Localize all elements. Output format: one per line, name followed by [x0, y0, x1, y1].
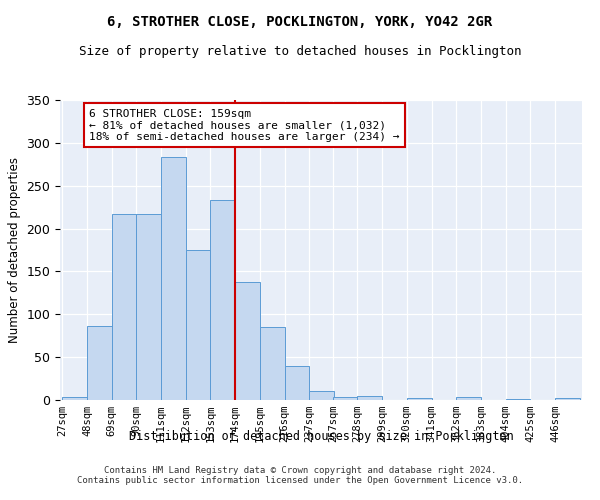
- Bar: [235, 282, 260, 400]
- Bar: [333, 398, 358, 400]
- Bar: [284, 366, 309, 400]
- Bar: [407, 398, 431, 400]
- Bar: [136, 214, 161, 400]
- Text: 6 STROTHER CLOSE: 159sqm
← 81% of detached houses are smaller (1,032)
18% of sem: 6 STROTHER CLOSE: 159sqm ← 81% of detach…: [89, 108, 400, 142]
- Bar: [309, 392, 334, 400]
- Bar: [506, 399, 530, 400]
- Bar: [260, 327, 284, 400]
- Bar: [112, 214, 136, 400]
- Text: Size of property relative to detached houses in Pocklington: Size of property relative to detached ho…: [79, 45, 521, 58]
- Bar: [358, 396, 382, 400]
- Bar: [456, 398, 481, 400]
- Bar: [555, 398, 580, 400]
- Text: 6, STROTHER CLOSE, POCKLINGTON, YORK, YO42 2GR: 6, STROTHER CLOSE, POCKLINGTON, YORK, YO…: [107, 15, 493, 29]
- Bar: [62, 398, 87, 400]
- Bar: [87, 326, 112, 400]
- Bar: [186, 250, 211, 400]
- Y-axis label: Number of detached properties: Number of detached properties: [8, 157, 21, 343]
- Bar: [161, 158, 186, 400]
- Text: Distribution of detached houses by size in Pocklington: Distribution of detached houses by size …: [128, 430, 514, 443]
- Text: Contains HM Land Registry data © Crown copyright and database right 2024.
Contai: Contains HM Land Registry data © Crown c…: [77, 466, 523, 485]
- Bar: [211, 200, 235, 400]
